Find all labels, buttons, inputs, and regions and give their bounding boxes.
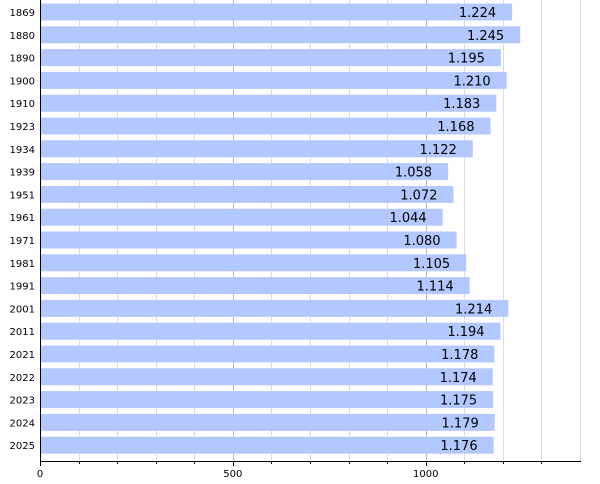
category-label: 1981	[10, 259, 35, 270]
category-label: 2022	[10, 373, 35, 384]
category-label: 2021	[10, 350, 35, 361]
bar	[40, 231, 457, 249]
bar	[40, 94, 497, 112]
data-label: 1.245	[467, 29, 504, 44]
category-label: 1869	[10, 8, 35, 19]
category-label: 1880	[10, 31, 35, 42]
x-tick-label: 1000	[413, 469, 438, 479]
data-label: 1.176	[440, 439, 477, 454]
data-label: 1.105	[413, 257, 450, 272]
bar	[40, 163, 449, 181]
bar	[40, 322, 501, 340]
category-label: 1971	[10, 236, 35, 247]
category-label: 2025	[10, 441, 35, 452]
category-label: 1991	[10, 282, 35, 293]
category-label: 1961	[10, 213, 35, 224]
data-label: 1.195	[448, 52, 485, 67]
data-label: 1.114	[416, 280, 453, 295]
bar	[40, 26, 521, 44]
data-label: 1.168	[437, 120, 474, 135]
category-label: 2011	[10, 327, 35, 338]
x-tick-label: 0	[37, 469, 43, 479]
data-label: 1.183	[443, 97, 480, 112]
data-label: 1.178	[441, 348, 478, 363]
bar	[40, 185, 454, 203]
data-label: 1.179	[442, 416, 479, 431]
category-label: 2001	[10, 304, 35, 315]
data-label: 1.122	[420, 143, 457, 158]
category-label: 1923	[10, 122, 35, 133]
bar	[40, 436, 494, 454]
data-label: 1.044	[389, 211, 426, 226]
bar	[40, 368, 493, 386]
category-label: 1934	[10, 145, 35, 156]
category-label: 2023	[10, 396, 35, 407]
data-label: 1.224	[459, 6, 496, 21]
category-label: 1910	[10, 99, 35, 110]
data-label: 1.058	[395, 166, 432, 181]
bar-layer: 1869 1.224 1880 1.245 1890 1.195 1900 1.210 1910…	[10, 3, 521, 454]
data-label: 1.175	[440, 394, 477, 409]
data-label: 1.210	[453, 74, 490, 89]
category-label: 1890	[10, 54, 35, 65]
bar	[40, 391, 494, 409]
data-label: 1.214	[455, 302, 492, 317]
bar	[40, 208, 443, 226]
category-label: 1939	[10, 168, 35, 179]
x-tick-label: 500	[223, 469, 242, 479]
data-label: 1.072	[400, 188, 437, 203]
bar	[40, 413, 495, 431]
bar	[40, 140, 473, 158]
category-label: 1900	[10, 76, 35, 87]
bar	[40, 3, 513, 21]
category-label: 1951	[10, 190, 35, 201]
bar	[40, 254, 467, 272]
bar	[40, 345, 495, 363]
data-label: 1.194	[447, 325, 484, 340]
bar	[40, 117, 491, 135]
bar	[40, 71, 507, 89]
data-label: 1.174	[440, 371, 477, 386]
axis-layer: 0 500 1000	[37, 0, 581, 480]
data-label: 1.080	[403, 234, 440, 249]
bar	[40, 299, 509, 317]
bar	[40, 49, 501, 67]
category-label: 2024	[10, 418, 35, 429]
bar	[40, 277, 470, 295]
